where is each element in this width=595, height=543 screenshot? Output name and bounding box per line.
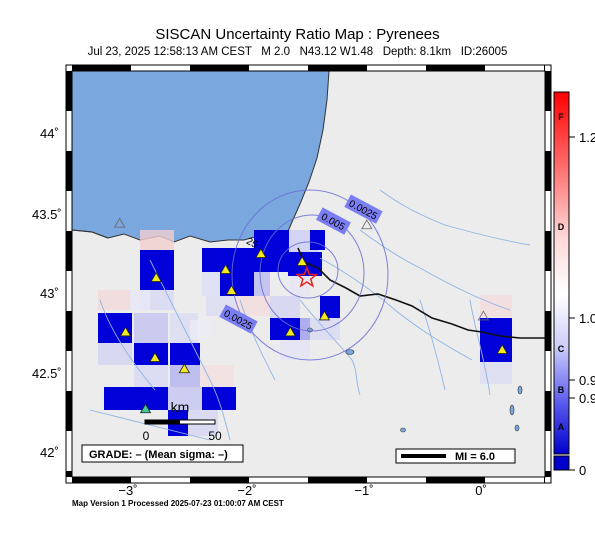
map-frame [65, 64, 552, 484]
grid-cell [98, 343, 132, 365]
grid-cell [104, 387, 134, 410]
grid-cell [134, 365, 168, 387]
grade-letter: D [558, 222, 565, 232]
grid-cell [280, 340, 310, 360]
station-marker[interactable] [296, 255, 308, 266]
grid-cell [270, 296, 300, 318]
station-marker-green[interactable] [139, 403, 152, 414]
station-marker[interactable] [119, 326, 132, 337]
colorbar-value: 0.9 [579, 373, 595, 388]
grade-letter: F [558, 112, 564, 122]
event-info: Jul 23, 2025 12:58:13 AM CEST M 2.0 N43.… [87, 46, 508, 58]
grid-cell [254, 272, 270, 296]
grid-cell [236, 296, 270, 316]
scale-bar: km 0 50 [143, 399, 222, 443]
station-marker[interactable] [219, 263, 232, 274]
colorbar-value: 1.0 [579, 311, 595, 326]
station-marker[interactable] [284, 326, 297, 337]
colorbar-value: 1.2 [579, 130, 595, 145]
station-marker[interactable] [255, 247, 267, 258]
lat-label: 43.5˚ [32, 207, 62, 222]
grid-cell [98, 313, 132, 343]
lat-label: 42˚ [40, 445, 59, 460]
lon-label: 0˚ [475, 483, 487, 498]
station-marker[interactable] [496, 343, 508, 354]
station-marker[interactable] [149, 351, 161, 362]
svg-text:GRADE: – (Mean sigma: –): GRADE: – (Mean sigma: –) [89, 449, 228, 461]
grid-cell [140, 250, 174, 290]
station-marker-inactive[interactable] [361, 219, 373, 230]
station-marker[interactable] [178, 363, 191, 374]
lakes [307, 327, 523, 433]
grid-cell [168, 387, 202, 410]
station-marker-inactive[interactable] [113, 217, 126, 228]
lat-label: 42.5˚ [32, 366, 62, 381]
lat-axis: 44˚ 43.5˚ 43˚ 42.5˚ 42˚ [32, 126, 62, 460]
grid-cell [480, 340, 512, 362]
grid-cell [238, 248, 254, 272]
lon-label: −1˚ [354, 483, 373, 498]
grade-box: GRADE: – (Mean sigma: –) [81, 444, 244, 463]
grid-cell [190, 320, 210, 340]
uncertainty-contours [231, 189, 389, 361]
rivers [89, 189, 531, 441]
grid-cell [300, 318, 340, 340]
grid-cell [290, 276, 310, 296]
grade-letter: C [558, 344, 565, 354]
colorbar: F D C B A 1.2 1.0 0.9 0.9 0 [553, 91, 595, 478]
station-marker[interactable] [150, 271, 162, 282]
grid-cell [98, 290, 132, 310]
svg-text:0: 0 [143, 429, 150, 443]
lat-label: 43˚ [40, 286, 59, 301]
station-marker[interactable] [318, 310, 331, 321]
grid-cell [170, 343, 200, 365]
grid-cell [134, 387, 168, 410]
national-border [297, 247, 545, 339]
grid-cell [134, 343, 168, 365]
colorbar-value: 0 [579, 463, 586, 478]
grid-cell [130, 290, 150, 310]
grid-cell [170, 365, 200, 387]
grid-cell [140, 230, 174, 250]
bay-of-biscay [72, 71, 330, 243]
grade-letter: A [558, 422, 565, 432]
svg-text:km: km [171, 399, 190, 415]
svg-text:MI = 6.0: MI = 6.0 [455, 451, 495, 463]
grid-cell [480, 362, 512, 384]
grid-cell [480, 295, 512, 317]
grid-cell [202, 387, 236, 410]
station-marker[interactable] [225, 284, 238, 295]
lon-label: −3˚ [118, 483, 137, 498]
map-version-footer: Map Version 1 Processed 2025-07-23 01:00… [72, 499, 284, 508]
map-title: SISCAN Uncertainty Ratio Map : Pyrenees [155, 26, 440, 43]
map-area[interactable] [72, 71, 545, 477]
svg-text:50: 50 [208, 429, 222, 443]
contour-label: 25 [244, 236, 259, 251]
lon-axis: −3˚ −2˚ −1˚ 0˚ [118, 483, 486, 498]
epicenter-star[interactable] [295, 265, 319, 288]
lon-label: −2˚ [237, 483, 256, 498]
grid-cell [220, 272, 254, 296]
colorbar-value: 0.9 [579, 391, 595, 406]
station-marker-inactive[interactable] [477, 310, 490, 321]
lat-label: 44˚ [40, 126, 59, 141]
grade-letter: B [558, 385, 565, 395]
grid-cell [200, 365, 234, 387]
grid-cell [310, 230, 325, 250]
grid-cell [480, 318, 512, 340]
grid-cell [134, 313, 168, 343]
mi-box: MI = 6.0 [395, 448, 516, 464]
